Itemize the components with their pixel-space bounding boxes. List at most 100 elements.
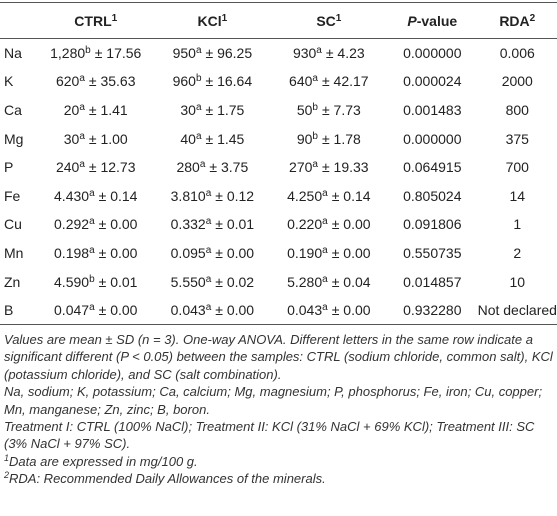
rda-cell: 0.006 [499, 45, 535, 62]
mean-value: 0.043 [170, 301, 206, 318]
standard-deviation: ± 0.12 [215, 187, 255, 204]
standard-deviation: ± 0.00 [331, 301, 371, 318]
standard-deviation: ± 0.00 [331, 244, 371, 261]
footnote-text: Data are expressed in mg/100 g. [9, 453, 198, 469]
rda-cell: 2000 [501, 73, 533, 90]
standard-deviation: ± 42.17 [321, 73, 369, 90]
standard-deviation: ± 0.00 [98, 301, 138, 318]
standard-deviation: ± 1.00 [88, 130, 128, 147]
standard-deviation: ± 0.00 [331, 216, 371, 233]
standard-deviation: ± 17.56 [94, 45, 142, 62]
value-cell: 50b ± 7.73 [271, 96, 387, 125]
significance-letter: a [205, 244, 212, 256]
rda-cell: 10 [509, 273, 526, 290]
row-label: B [4, 301, 14, 318]
significance-letter: a [79, 73, 85, 85]
significance-letter: a [195, 101, 202, 113]
mean-value: 0.095 [170, 244, 206, 261]
row-label: Mn [4, 244, 24, 261]
significance-letter: a [89, 187, 95, 199]
mean-value: 0.292 [54, 216, 90, 233]
rda-cell: 14 [509, 187, 526, 204]
column-header: RDA2 [478, 3, 557, 39]
mean-value: 0.043 [287, 301, 323, 318]
value-cell: 0.190a ± 0.00 [271, 239, 387, 268]
significance-letter: b [89, 273, 95, 285]
standard-deviation: ± 0.00 [98, 244, 138, 261]
value-cell: 0.043a ± 0.00 [154, 296, 270, 325]
mean-value: 90 [296, 130, 313, 147]
value-cell: 5.280a ± 0.04 [271, 267, 387, 296]
significance-letter: b [195, 73, 202, 85]
significance-letter: a [322, 301, 328, 313]
p-value-cell: 0.064915 [403, 159, 462, 176]
significance-letter: a [205, 301, 212, 313]
significance-letter: a [79, 130, 85, 142]
header-superscript: 1 [111, 12, 118, 24]
rda-cell: Not declared [477, 301, 557, 318]
value-cell: 0.198a ± 0.00 [37, 239, 154, 268]
significance-letter: a [205, 187, 212, 199]
table-row: Mn 0.198a ± 0.00 0.095a ± 0.00 0.190a ± 0.00 0.… [0, 239, 557, 268]
standard-deviation: ± 19.33 [321, 159, 369, 176]
footnote-mark: 2 [4, 470, 10, 481]
value-cell: 0.043a ± 0.00 [271, 296, 387, 325]
mean-value: 3.810 [170, 187, 206, 204]
value-cell: 1,280b ± 17.56 [37, 39, 154, 68]
mean-value: 240 [55, 159, 80, 176]
header-italic: P [407, 12, 417, 29]
significance-letter: a [195, 130, 202, 142]
mean-value: 960 [172, 73, 196, 90]
standard-deviation: ± 0.02 [215, 273, 255, 290]
significance-letter: b [85, 45, 91, 57]
mean-value: 930 [292, 45, 317, 62]
mean-value: 5.550 [170, 273, 206, 290]
mean-value: 1,280 [50, 45, 86, 62]
value-cell: 20a ± 1.41 [37, 96, 154, 125]
p-value-cell: 0.000024 [403, 73, 462, 90]
significance-letter: a [89, 244, 95, 256]
standard-deviation: ± 4.23 [325, 45, 365, 62]
value-cell: 5.550a ± 0.02 [154, 267, 270, 296]
standard-deviation: ± 1.41 [88, 101, 128, 118]
table-row: P 240a ± 12.73 280a ± 3.75 270a ± 19.33 0.06491… [0, 153, 557, 182]
p-value-cell: 0.550735 [403, 244, 462, 261]
value-cell: 4.430a ± 0.14 [37, 181, 154, 210]
row-label: K [4, 73, 14, 90]
p-value-cell: 0.000000 [403, 45, 462, 62]
header-superscript: 1 [221, 12, 228, 24]
mean-value: 0.220 [287, 216, 323, 233]
mean-value: 20 [63, 101, 80, 118]
row-label: Mg [4, 130, 24, 147]
header-text: RDA [499, 12, 530, 29]
significance-letter: a [79, 101, 85, 113]
table-row: Mg 30a ± 1.00 40a ± 1.45 90b ± 1.78 0.000000 375 [0, 124, 557, 153]
value-cell: 960b ± 16.64 [154, 67, 270, 96]
value-cell: 0.047a ± 0.00 [37, 296, 154, 325]
significance-letter: b [312, 101, 318, 113]
note: Values are mean ± SD (n = 3). One-way AN… [4, 331, 553, 382]
rda-cell: 375 [505, 130, 529, 147]
standard-deviation: ± 1.45 [205, 130, 245, 147]
standard-deviation: ± 3.75 [209, 159, 249, 176]
p-value-cell: 0.001483 [403, 101, 462, 118]
column-header: CTRL1 [37, 3, 154, 39]
table-row: Na 1,280b ± 17.56 950a ± 96.25 930a ± 4.23 0.00… [0, 39, 557, 68]
mean-value: 30 [180, 101, 196, 118]
note: Na, sodium; K, potassium; Ca, calcium; M… [4, 384, 543, 417]
value-cell: 240a ± 12.73 [37, 153, 154, 182]
table-row: Fe 4.430a ± 0.14 3.810a ± 0.12 4.250a ± 0.14 0.… [0, 181, 557, 210]
standard-deviation: ± 0.04 [331, 273, 371, 290]
header-text: -value [416, 12, 458, 29]
header-text: KCl [197, 12, 222, 29]
footnote: 1Data are expressed in mg/100 g. [4, 453, 555, 470]
value-cell: 90b ± 1.78 [271, 124, 387, 153]
row-label: Zn [4, 273, 21, 290]
header-superscript: 1 [335, 12, 342, 24]
significance-letter: a [322, 216, 328, 228]
note: Treatment I: CTRL (100% NaCl); Treatment… [4, 418, 535, 452]
table-row: Cu 0.292a ± 0.00 0.332a ± 0.01 0.220a ± 0.00 0.… [0, 210, 557, 239]
value-cell: 3.810a ± 0.12 [154, 181, 270, 210]
